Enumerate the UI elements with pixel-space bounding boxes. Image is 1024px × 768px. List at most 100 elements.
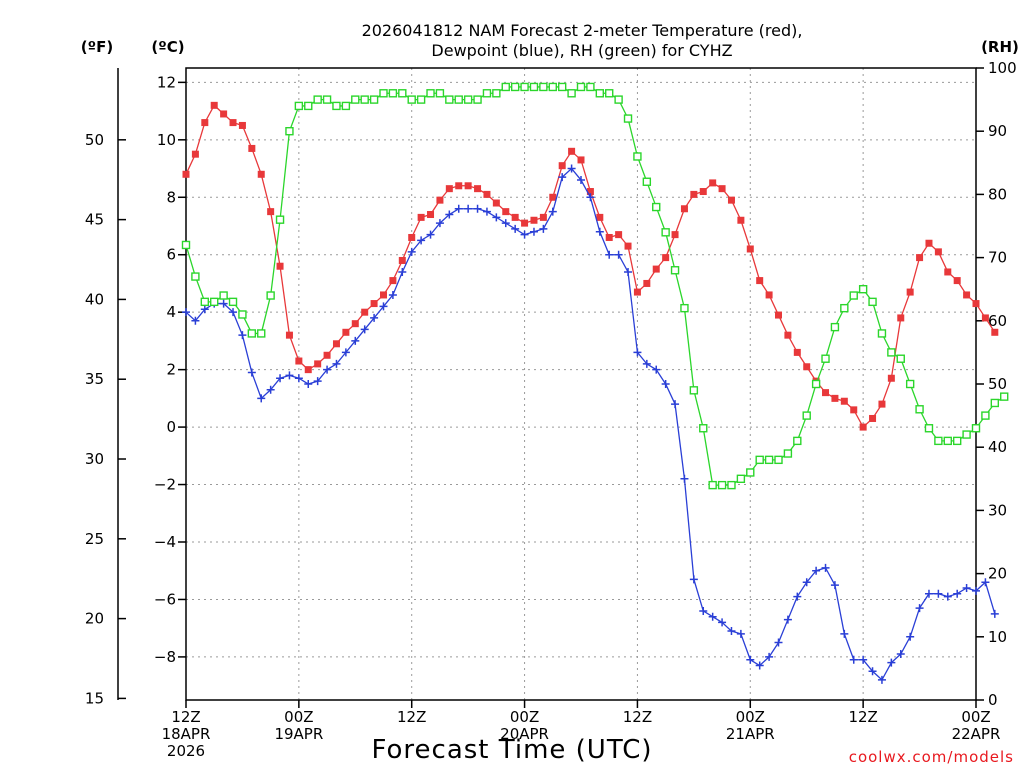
temperature-point — [464, 182, 472, 190]
temperature-point — [417, 213, 425, 221]
rh-point — [275, 215, 285, 224]
temperature-point — [690, 190, 698, 198]
temperature-point — [963, 291, 971, 299]
temperature-point — [380, 291, 387, 299]
temperature-point — [361, 308, 369, 316]
rh-point — [332, 101, 341, 111]
rh-tick-label: 40 — [988, 438, 1007, 456]
temperature-point — [746, 245, 754, 253]
dewpoint-point — [906, 632, 915, 641]
dewpoint-point — [802, 578, 811, 587]
dewpoint-point — [200, 305, 209, 314]
rh-tick-label: 10 — [988, 628, 1007, 646]
dewpoint-point — [896, 650, 905, 659]
celsius-tick-label: −2 — [154, 476, 176, 494]
rh-tick-label: 70 — [988, 249, 1007, 267]
temperature-point — [257, 170, 265, 178]
dewpoint-point — [407, 247, 416, 256]
temperature-point — [521, 219, 529, 227]
rh-point — [717, 480, 727, 490]
dewpoint-point — [341, 348, 350, 357]
dewpoint-point — [370, 313, 379, 322]
rh-point — [351, 95, 360, 104]
temperature-point — [878, 400, 886, 408]
dewpoint-point — [727, 627, 736, 636]
temperature-point — [511, 213, 519, 221]
dewpoint-point — [435, 219, 444, 228]
temperature-point — [220, 110, 228, 118]
temperature-point — [445, 185, 453, 193]
rh-tick-label: 80 — [988, 185, 1007, 203]
celsius-tick-label: −4 — [154, 533, 176, 551]
dewpoint-point — [323, 365, 332, 374]
series-layer — [181, 82, 1009, 684]
celsius-unit-label: (ºC) — [151, 38, 184, 56]
time-tick-label: 2026 — [167, 742, 205, 760]
dewpoint-point — [708, 612, 717, 621]
dewpoint-point — [859, 655, 868, 664]
dewpoint-point — [379, 302, 388, 311]
celsius-tick-label: 4 — [166, 303, 176, 321]
dewpoint-series — [182, 164, 999, 684]
dewpoint-point — [812, 566, 821, 575]
rh-point — [501, 82, 510, 92]
temperature-point — [182, 170, 190, 178]
temperature-point — [916, 254, 924, 262]
time-tick-label: 12Z — [171, 708, 200, 726]
dewpoint-point — [614, 250, 623, 259]
rh-tick-label: 30 — [988, 501, 1007, 519]
dewpoint-point — [633, 348, 642, 357]
rh-tick-label: 60 — [988, 312, 1007, 330]
temperature-point — [558, 162, 566, 170]
rh-line — [185, 86, 1005, 486]
temperature-point — [925, 239, 933, 247]
time-tick-label: 18APR — [162, 725, 211, 743]
rh-point — [877, 329, 887, 338]
rh-point — [633, 152, 642, 161]
rh-tick-label: 50 — [988, 375, 1007, 393]
time-tick-label: 12Z — [397, 708, 426, 726]
temperature-point — [530, 216, 538, 224]
rh-point — [849, 291, 858, 300]
dewpoint-point — [671, 400, 680, 409]
rh-point — [642, 177, 652, 186]
rh-point — [492, 89, 501, 98]
celsius-tick-label: 2 — [166, 361, 176, 379]
rh-point — [1000, 392, 1009, 401]
rh-series — [181, 82, 1009, 490]
fahrenheit-tick-label: 20 — [85, 610, 104, 628]
dewpoint-point — [238, 331, 247, 340]
rh-point — [699, 424, 708, 433]
dewpoint-point — [229, 308, 238, 317]
temperature-point — [680, 205, 688, 213]
rh-point — [595, 89, 605, 98]
rh-point — [680, 303, 689, 313]
dewpoint-point — [624, 267, 633, 276]
fahrenheit-unit-label: (ºF) — [81, 38, 113, 56]
temperature-point — [869, 414, 877, 422]
rh-tick-label: 100 — [988, 59, 1017, 77]
temperature-point — [662, 254, 670, 262]
rh-point — [257, 329, 266, 338]
dewpoint-point — [567, 164, 576, 173]
dewpoint-point — [990, 609, 999, 618]
rh-point — [586, 82, 595, 92]
dewpoint-point — [868, 667, 877, 676]
celsius-tick-label: 6 — [166, 246, 176, 264]
temperature-point — [342, 328, 350, 336]
temperature-point — [633, 288, 641, 296]
temperature-point — [709, 179, 717, 187]
rh-point — [369, 95, 379, 104]
time-tick-label: 12Z — [623, 708, 652, 726]
dewpoint-point — [464, 204, 473, 213]
dewpoint-point — [755, 661, 764, 670]
temperature-point — [314, 360, 322, 368]
time-tick-label: 21APR — [726, 725, 775, 743]
dewpoint-point — [765, 652, 774, 661]
rh-point — [764, 455, 774, 465]
dewpoint-point — [718, 618, 727, 627]
dewpoint-point — [924, 589, 933, 598]
rh-tick-label: 0 — [988, 691, 998, 709]
time-tick-label: 00Z — [736, 708, 765, 726]
